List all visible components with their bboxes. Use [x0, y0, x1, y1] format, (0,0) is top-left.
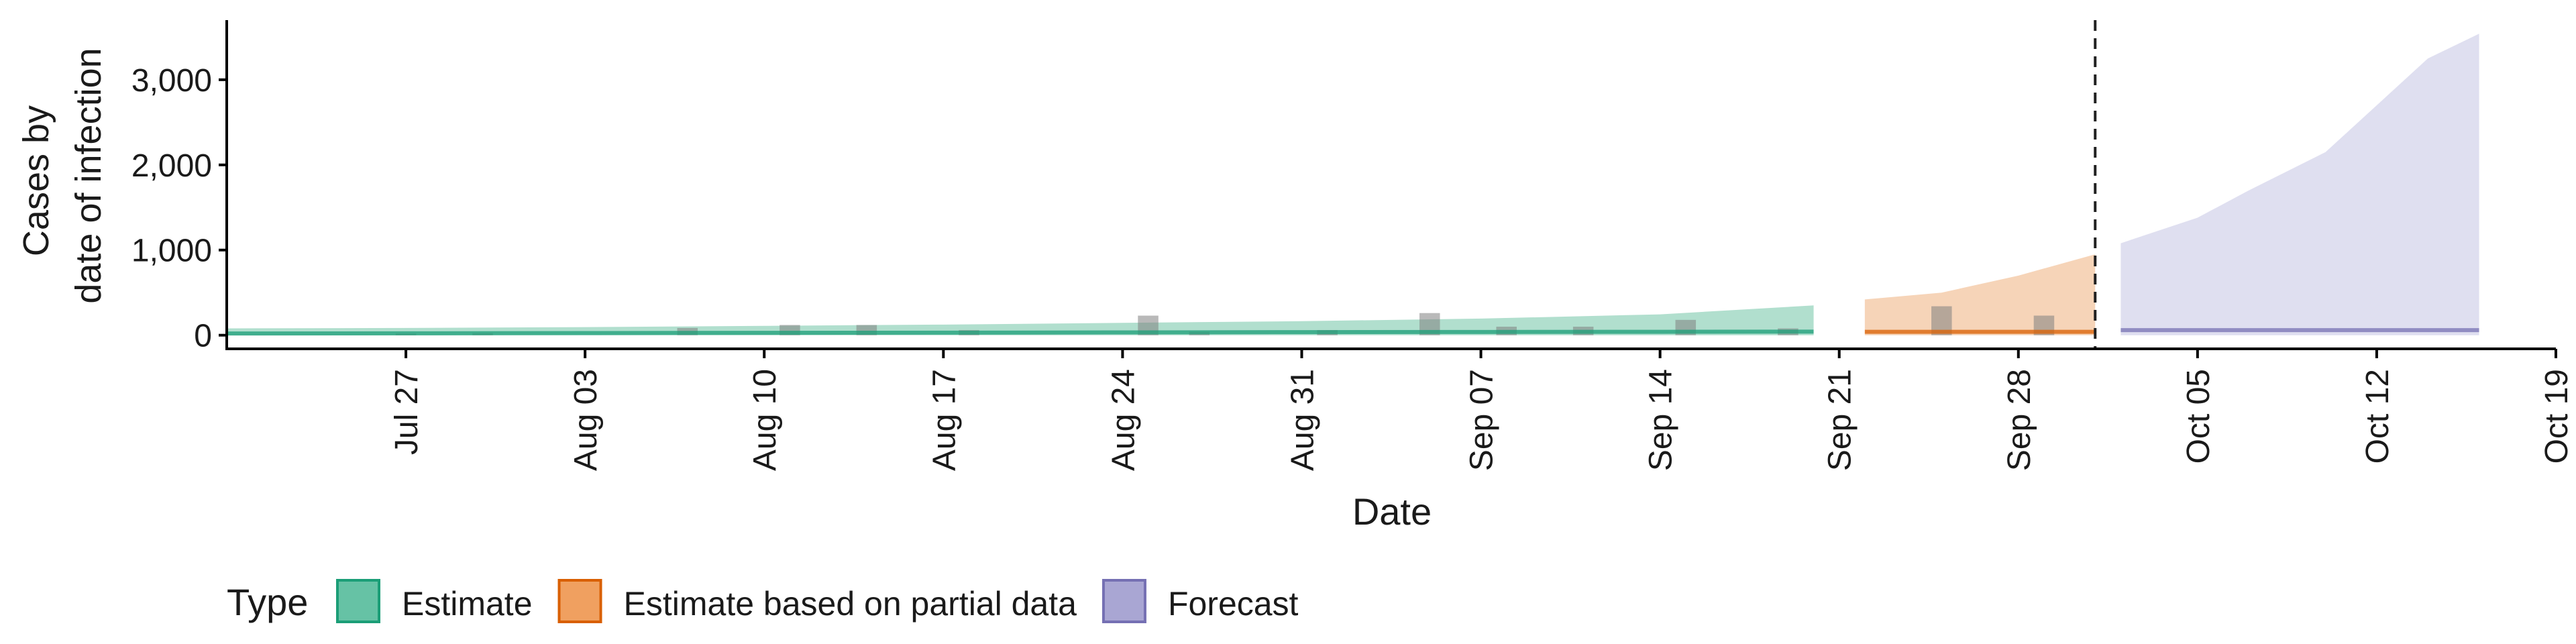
legend-swatch-2: [1102, 579, 1146, 623]
y-axis-label: Cases by date of infection: [16, 48, 109, 303]
x-tick-label: Sep 28: [2002, 369, 2037, 471]
legend: Type Estimate Estimate based on partial d…: [227, 579, 1299, 623]
series-band-2: [2121, 34, 2479, 335]
y-tick-label: 2,000: [131, 148, 212, 184]
x-tick-label: Oct 19: [2539, 369, 2575, 464]
series-band-0: [227, 305, 1814, 335]
x-tick-label: Sep 07: [1464, 369, 1500, 471]
legend-title: Type: [227, 581, 308, 623]
y-tick-label: 1,000: [131, 233, 212, 269]
x-tick-label: Aug 24: [1106, 369, 1141, 471]
x-tick-label: Aug 10: [747, 369, 783, 471]
series-bands: [227, 34, 2479, 335]
legend-label-1: Estimate based on partial data: [624, 585, 1077, 623]
legend-swatch-0: [336, 579, 380, 623]
legend-label-0: Estimate: [402, 585, 533, 623]
y-ticks: 0 1,000 2,000 3,000: [131, 63, 227, 354]
x-tick-label: Sep 21: [1823, 369, 1858, 471]
x-tick-label: Sep 14: [1644, 369, 1679, 471]
series-medians: [226, 328, 2479, 336]
legend-swatch-1: [557, 579, 602, 623]
x-axis-label: Date: [1352, 490, 1432, 533]
x-tick-label: Oct 12: [2360, 369, 2396, 464]
x-tick-label: Aug 31: [1285, 369, 1320, 471]
series-median-0: [226, 329, 1814, 336]
y-tick-label: 3,000: [131, 63, 212, 99]
x-tick-label: Oct 05: [2181, 369, 2216, 464]
x-ticks: Jul 27 Aug 03 Aug 10 Aug 17 Aug 24 Aug 31 Sep …: [389, 349, 2575, 471]
x-tick-label: Aug 03: [568, 369, 604, 471]
x-tick-label: Jul 27: [389, 369, 425, 455]
axes: 0 1,000 2,000 3,000 Jul 27 Aug 03 Aug 10 Aug 1…: [131, 20, 2575, 471]
series-band-1: [1864, 254, 2096, 335]
x-tick-label: Aug 17: [926, 369, 962, 471]
legend-label-2: Forecast: [1168, 585, 1299, 623]
y-tick-label: 0: [194, 319, 212, 354]
